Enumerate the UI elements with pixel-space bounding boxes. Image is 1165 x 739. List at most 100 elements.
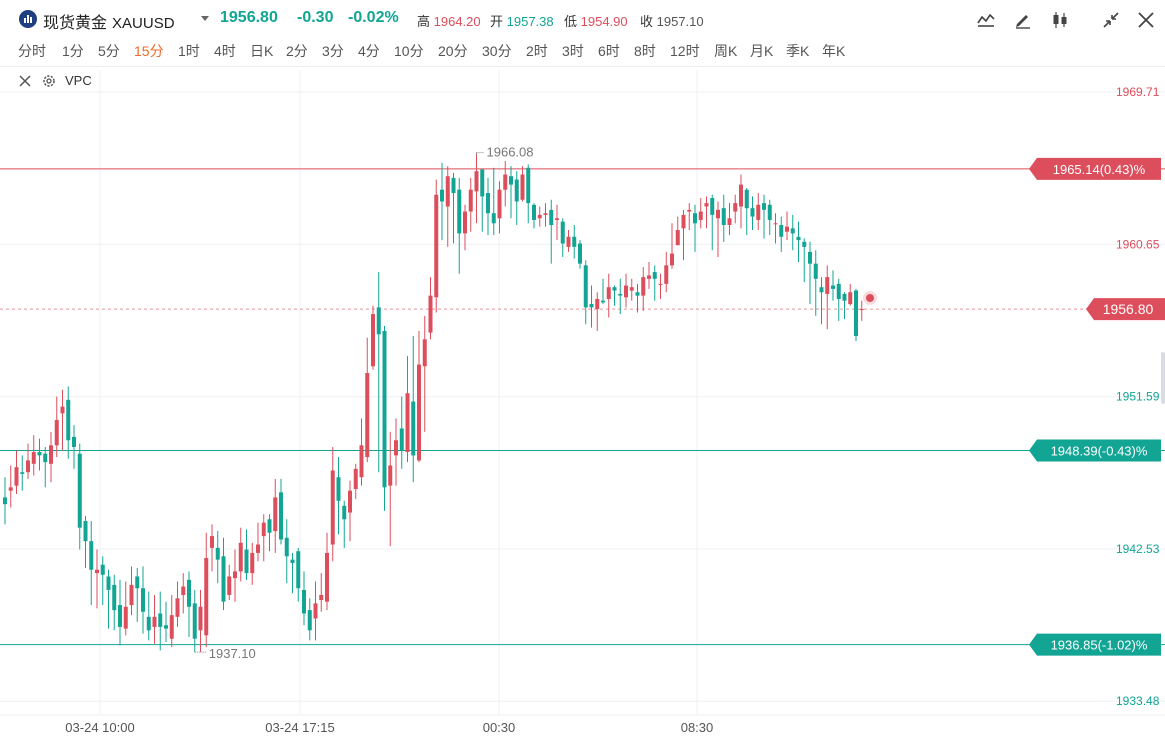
tf-30m[interactable]: 30分 — [482, 43, 512, 59]
candle-body — [716, 209, 720, 219]
candle-body — [578, 243, 582, 264]
candle — [635, 283, 640, 313]
close-icon[interactable] — [1135, 9, 1157, 31]
candle-body — [89, 541, 94, 570]
candle — [670, 223, 674, 269]
candle-body — [290, 559, 295, 564]
candle-body — [750, 208, 755, 217]
candle-body — [204, 557, 209, 636]
y-axis-scrollbar[interactable] — [1161, 352, 1165, 404]
pencil-icon[interactable] — [1012, 9, 1034, 31]
candle — [595, 292, 600, 331]
tf-week[interactable]: 周K — [714, 43, 738, 59]
tf-15m[interactable]: 15分 — [134, 43, 164, 59]
candle-body — [589, 304, 594, 308]
candle — [486, 177, 490, 236]
candle — [583, 260, 588, 325]
gear-icon[interactable] — [41, 73, 57, 89]
symbol-dropdown-icon[interactable] — [201, 16, 209, 21]
candle-body — [445, 176, 450, 207]
candle-body — [434, 194, 439, 298]
candle-body — [77, 453, 82, 528]
tf-10m[interactable]: 10分 — [394, 43, 424, 59]
high-label: 高 — [417, 14, 431, 29]
tf-year[interactable]: 年K — [822, 43, 846, 59]
tf-8h[interactable]: 8时 — [634, 43, 656, 59]
tf-20m[interactable]: 20分 — [438, 43, 468, 59]
symbol-name[interactable]: 现货黄金 XAUUSD — [43, 9, 175, 33]
candle — [152, 594, 157, 644]
candle — [555, 204, 559, 241]
candle-body — [273, 497, 278, 532]
candle-body — [365, 372, 370, 458]
chart-header: 现货黄金 XAUUSD 1956.80 -0.30 -0.02% 高 1964.2… — [0, 0, 1165, 38]
candle — [250, 542, 255, 585]
candle — [428, 277, 433, 340]
tf-3m[interactable]: 3分 — [322, 43, 344, 59]
candle — [204, 532, 209, 648]
candle-body — [802, 241, 807, 247]
tf-6h[interactable]: 6时 — [598, 43, 620, 59]
y-axis: 1969.71 1960.65 1951.59 1942.53 1933.48 — [1116, 85, 1160, 708]
candle — [848, 283, 853, 306]
candle — [273, 478, 278, 553]
candle-body — [256, 544, 260, 553]
x-tick-label: 03-24 10:00 — [65, 720, 134, 735]
candle — [698, 198, 703, 229]
tf-2m[interactable]: 2分 — [286, 43, 308, 59]
tf-day[interactable]: 日K — [250, 43, 274, 59]
candle — [859, 300, 864, 321]
candle — [693, 204, 697, 252]
candle — [135, 568, 140, 622]
candle-body — [382, 330, 387, 488]
candle — [612, 285, 617, 306]
tf-4h[interactable]: 4时 — [214, 43, 236, 59]
remove-indicator-icon[interactable] — [17, 73, 33, 89]
candle-body — [302, 589, 306, 614]
candle-body — [727, 218, 732, 225]
line-tool-icon[interactable] — [975, 9, 997, 31]
high-value: 1964.20 — [433, 14, 481, 29]
candle — [371, 305, 375, 370]
candle — [192, 589, 197, 653]
candle-body — [267, 519, 272, 533]
tf-quarter[interactable]: 季K — [786, 43, 810, 59]
candle-body — [773, 223, 778, 225]
candle — [112, 574, 117, 631]
candle — [100, 556, 105, 606]
candle-body — [813, 263, 818, 279]
candle — [831, 270, 835, 301]
candle — [72, 425, 76, 469]
candle — [641, 267, 646, 311]
tf-5m[interactable]: 5分 — [98, 43, 120, 59]
candle-body — [664, 265, 669, 284]
candle-body — [790, 228, 795, 234]
tf-4m[interactable]: 4分 — [358, 43, 380, 59]
current-price-tag: 1956.80 — [1086, 298, 1165, 321]
candle-body — [537, 214, 542, 219]
open-label: 开 — [490, 14, 504, 29]
candle — [106, 569, 111, 629]
candlestick-type-icon[interactable] — [1049, 9, 1071, 31]
y-tick-label: 1942.53 — [1116, 542, 1160, 556]
candle — [261, 514, 266, 562]
candle-body — [779, 224, 784, 237]
tf-month[interactable]: 月K — [750, 43, 774, 59]
tf-3h[interactable]: 3时 — [562, 43, 584, 59]
low-value: 1954.90 — [580, 14, 628, 29]
tf-1h[interactable]: 1时 — [178, 43, 200, 59]
tf-12h[interactable]: 12时 — [670, 43, 700, 59]
tf-fenshi[interactable]: 分时 — [18, 43, 46, 59]
candle-body — [146, 616, 151, 631]
tf-2h[interactable]: 2时 — [526, 43, 548, 59]
candle — [480, 169, 485, 232]
candle-body — [129, 584, 134, 606]
candle — [836, 278, 841, 321]
candle-body — [463, 211, 467, 234]
candle — [233, 549, 237, 602]
collapse-icon[interactable] — [1100, 9, 1122, 31]
tf-1m[interactable]: 1分 — [62, 43, 84, 59]
candle-body — [422, 339, 427, 367]
candle — [664, 251, 669, 293]
